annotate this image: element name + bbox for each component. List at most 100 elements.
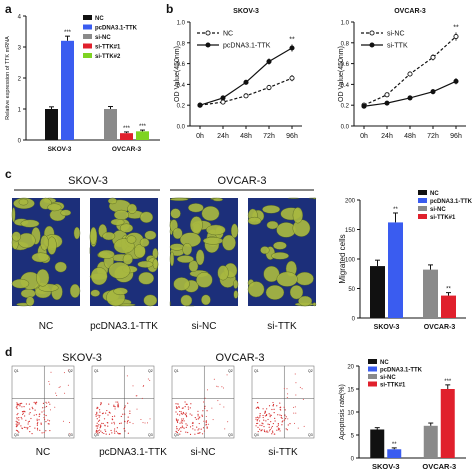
x-tick-label: 48h	[404, 133, 416, 140]
flow-plot-label: NC	[36, 447, 50, 458]
event-dot	[175, 403, 177, 405]
event-dot	[105, 412, 107, 414]
legend-entry: pcDNA3.1-TTK	[430, 199, 473, 205]
event-dot	[67, 384, 69, 386]
migrated-cell	[298, 295, 313, 307]
event-dot	[176, 426, 178, 428]
event-dot	[265, 420, 267, 422]
event-dot	[203, 430, 205, 432]
data-point	[289, 45, 295, 51]
migrated-cell	[170, 208, 181, 219]
event-dot	[257, 426, 259, 428]
y-tick-label: 100	[345, 258, 356, 264]
event-dot	[16, 413, 18, 416]
event-dot	[39, 429, 41, 431]
bar-si-nc	[423, 425, 438, 458]
event-dot	[183, 427, 185, 429]
legend-swatch	[418, 198, 427, 203]
migrated-cell	[263, 265, 280, 283]
event-dot	[202, 427, 205, 429]
legend-entry: pcDNA3.1-TTK	[223, 43, 271, 50]
event-dot	[35, 414, 38, 416]
event-dot	[55, 392, 57, 394]
migrated-cell	[137, 260, 154, 268]
y-tick-label: 0	[18, 139, 22, 145]
event-dot	[269, 414, 271, 416]
event-dot	[176, 420, 179, 422]
legend-swatch	[83, 34, 92, 39]
event-dot	[217, 400, 219, 402]
event-dot	[43, 432, 45, 434]
migrated-cell	[173, 277, 190, 291]
migrated-cell	[47, 203, 62, 212]
quadrant-label: Q4	[14, 433, 19, 437]
event-dot	[206, 427, 208, 429]
data-point	[453, 78, 459, 84]
legend-entry: NC	[380, 360, 389, 366]
y-tick-label: 15	[347, 388, 354, 394]
quadrant-label: Q2	[228, 369, 233, 373]
event-dot	[199, 432, 201, 434]
event-dot	[27, 427, 29, 429]
event-dot	[286, 397, 288, 399]
migrated-cell	[119, 223, 134, 233]
event-dot	[181, 407, 183, 409]
series-line-si-nc	[363, 36, 457, 106]
y-tick-label: 0.0	[341, 125, 350, 131]
event-dot	[180, 430, 182, 432]
migrated-cell	[262, 205, 281, 214]
event-dot	[179, 433, 181, 435]
event-dot	[195, 418, 197, 420]
event-dot	[272, 405, 274, 407]
quadrant-label: Q1	[14, 369, 19, 373]
event-dot	[20, 425, 22, 427]
event-dot	[127, 432, 129, 434]
event-dot	[45, 421, 47, 423]
event-dot	[22, 410, 25, 412]
event-dot	[15, 420, 17, 422]
data-point	[407, 71, 413, 77]
migrated-cell	[126, 235, 137, 244]
event-dot	[185, 423, 187, 425]
x-tick-label: 24h	[381, 133, 393, 140]
migrated-cell	[31, 252, 50, 263]
event-dot	[262, 416, 264, 419]
bar-si-nc	[104, 109, 117, 140]
data-point	[220, 95, 226, 101]
event-dot	[25, 426, 27, 429]
quadrant-label: Q3	[68, 433, 73, 437]
event-dot	[213, 378, 215, 380]
event-dot	[103, 418, 106, 420]
event-dot	[284, 409, 286, 411]
event-dot	[257, 406, 259, 408]
event-dot	[129, 410, 131, 412]
event-dot	[268, 426, 270, 428]
data-point	[220, 99, 226, 105]
event-dot	[280, 416, 282, 419]
quadrant-label: Q3	[308, 433, 313, 437]
event-dot	[285, 416, 287, 418]
data-point	[430, 89, 436, 95]
event-dot	[149, 379, 151, 381]
event-dot	[42, 407, 44, 409]
migrated-cell	[107, 197, 118, 205]
data-point	[453, 34, 459, 40]
event-dot	[274, 417, 276, 419]
event-dot	[30, 417, 32, 420]
event-dot	[184, 406, 186, 408]
event-dot	[43, 410, 45, 412]
event-dot	[29, 425, 31, 428]
event-dot	[29, 412, 31, 414]
significance-marker: ***	[444, 379, 452, 385]
migrated-cell	[36, 269, 50, 287]
group-label: SKOV-3	[372, 462, 400, 471]
event-dot	[23, 406, 25, 408]
migrated-cell	[69, 283, 81, 298]
event-dot	[108, 433, 111, 435]
quadrant-label: Q3	[148, 433, 153, 437]
event-dot	[144, 422, 146, 424]
migrated-cell	[247, 281, 265, 298]
event-dot	[255, 418, 257, 420]
event-dot	[105, 433, 107, 435]
